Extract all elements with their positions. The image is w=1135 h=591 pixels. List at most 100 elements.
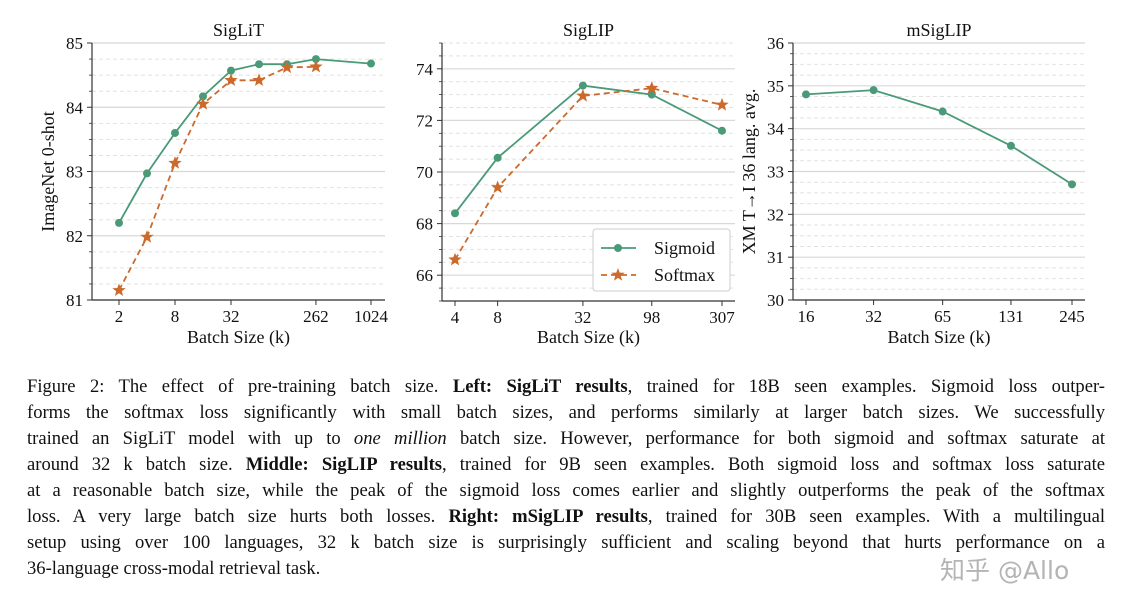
y-tick-label: 84 [66,98,84,117]
caption-text: batch size. However, performance for bot… [446,428,1105,449]
chart-title: mSigLIP [906,20,971,40]
legend-label: Sigmoid [654,238,715,258]
x-axis-label: Batch Size (k) [888,327,991,348]
y-tick-label: 33 [767,163,784,182]
caption-text: , trained for 18B seen examples. Sigmoid… [627,376,1105,397]
x-tick-label: 4 [451,308,460,327]
caption-text: , trained for 30B seen examples. With a … [647,506,1105,527]
x-tick-label: 1024 [354,307,389,326]
legend: Sigmoid Softmax [592,228,731,292]
caption-text: 36-language cross-modal retrieval task. [27,558,321,579]
x-tick-label: 65 [934,307,951,326]
caption-line: Figure 2: The effect of pre-training bat… [27,374,1105,400]
x-tick-label: 32 [865,307,882,326]
data-point-circle [199,92,207,101]
caption-text: around 32 k batch size. [27,454,246,475]
y-tick-label: 66 [416,266,433,285]
data-point-circle [143,169,151,178]
chart-title: SigLiT [213,20,264,40]
caption-text: forms the softmax loss significantly wit… [27,402,1105,423]
caption-text: loss. A very large batch size hurts both… [27,506,449,527]
x-axis-label: Batch Size (k) [537,327,640,348]
data-point-star [645,81,659,94]
data-point-star [252,73,266,86]
data-point-circle [255,60,263,69]
data-point-star [140,230,154,243]
legend-circle-marker [614,244,622,252]
data-point-star [168,156,182,169]
caption-text: at a reasonable batch size, while the pe… [27,480,1105,501]
x-tick-label: 307 [709,308,735,327]
data-point-star [715,97,729,111]
data-point-circle [367,59,375,68]
x-tick-label: 32 [574,308,591,327]
caption-text: Figure 2: The effect of pre-training bat… [27,376,453,397]
y-tick-label: 85 [66,34,83,53]
data-point-circle [115,218,123,227]
y-tick-label: 34 [767,120,785,139]
data-point-star [448,252,462,266]
y-tick-label: 81 [66,291,83,310]
caption-line: at a reasonable batch size, while the pe… [27,478,1105,504]
caption-line: setup using over 100 languages, 32 k bat… [27,530,1105,556]
data-point-circle [802,90,810,99]
data-point-circle [647,90,656,99]
caption-line: around 32 k batch size. Middle: SigLIP r… [27,452,1105,478]
chart-msiglip: 30 31 32 33 34 35 36 16 32 65 131 245 mSigLIP Batch S… [739,20,1085,348]
y-tick-label: 30 [767,291,784,310]
y-tick-label: 31 [767,248,784,267]
data-point-circle [938,107,947,116]
caption-line: 36-language cross-modal retrieval task. [27,556,1105,582]
y-tick-label: 32 [767,205,784,224]
caption-text: , trained for 9B seen examples. Both sig… [442,454,1105,475]
y-tick-label: 35 [767,77,784,96]
x-tick-label: 8 [493,308,502,327]
data-point-star [112,283,126,296]
caption-text: one million [353,428,447,449]
y-axis-label: XM T→I 36 lang. avg. [739,89,759,255]
data-point-star [491,180,505,194]
chart-siglit: 81 82 83 84 85 2 8 32 262 1024 SigLiT Batch Size (k… [38,20,389,348]
series-line-softmax [118,65,316,291]
x-tick-label: 16 [798,307,815,326]
data-point-star [196,97,210,110]
chart-siglip: 66 68 70 72 74 4 8 32 98 307 SigLIP Batch Size (k) S… [416,20,735,348]
legend-star-marker [611,268,625,281]
x-axis-label: Batch Size (k) [187,327,290,348]
legend-label: Softmax [654,265,715,285]
caption-text: Middle: SigLIP results [245,454,443,475]
x-tick-label: 32 [223,307,240,326]
legend-box [592,228,731,292]
data-point-circle [451,209,459,218]
series-line-sigmoid [118,58,372,224]
x-tick-label: 98 [643,308,660,327]
x-tick-label: 2 [115,307,124,326]
y-tick-label: 74 [416,60,434,79]
data-point-circle [493,153,502,162]
y-tick-label: 83 [66,163,83,182]
caption-line: trained an SigLiT model with up to one m… [27,426,1105,452]
data-point-circle [171,128,179,137]
y-tick-label: 70 [416,163,433,182]
x-tick-label: 262 [303,307,329,326]
x-tick-label: 131 [998,307,1024,326]
caption-line: loss. A very large batch size hurts both… [27,504,1105,530]
data-point-circle [311,55,320,64]
y-tick-label: 68 [416,215,433,234]
y-tick-label: 82 [66,227,83,246]
chart-title: SigLIP [563,20,614,40]
x-tick-label: 8 [171,307,180,326]
data-point-circle [718,126,726,135]
series-line-sigmoid [454,84,723,214]
data-point-circle [578,81,587,90]
caption-text: Right: mSigLIP results [448,506,648,527]
x-tick-label: 245 [1059,307,1085,326]
figure-caption: Figure 2: The effect of pre-training bat… [27,374,1105,582]
data-point-star [576,88,590,102]
data-point-star [280,60,294,74]
data-point-circle [1068,180,1076,189]
caption-text: Left: SigLiT results [452,376,628,397]
data-point-star [224,73,238,86]
y-tick-label: 72 [416,111,433,130]
